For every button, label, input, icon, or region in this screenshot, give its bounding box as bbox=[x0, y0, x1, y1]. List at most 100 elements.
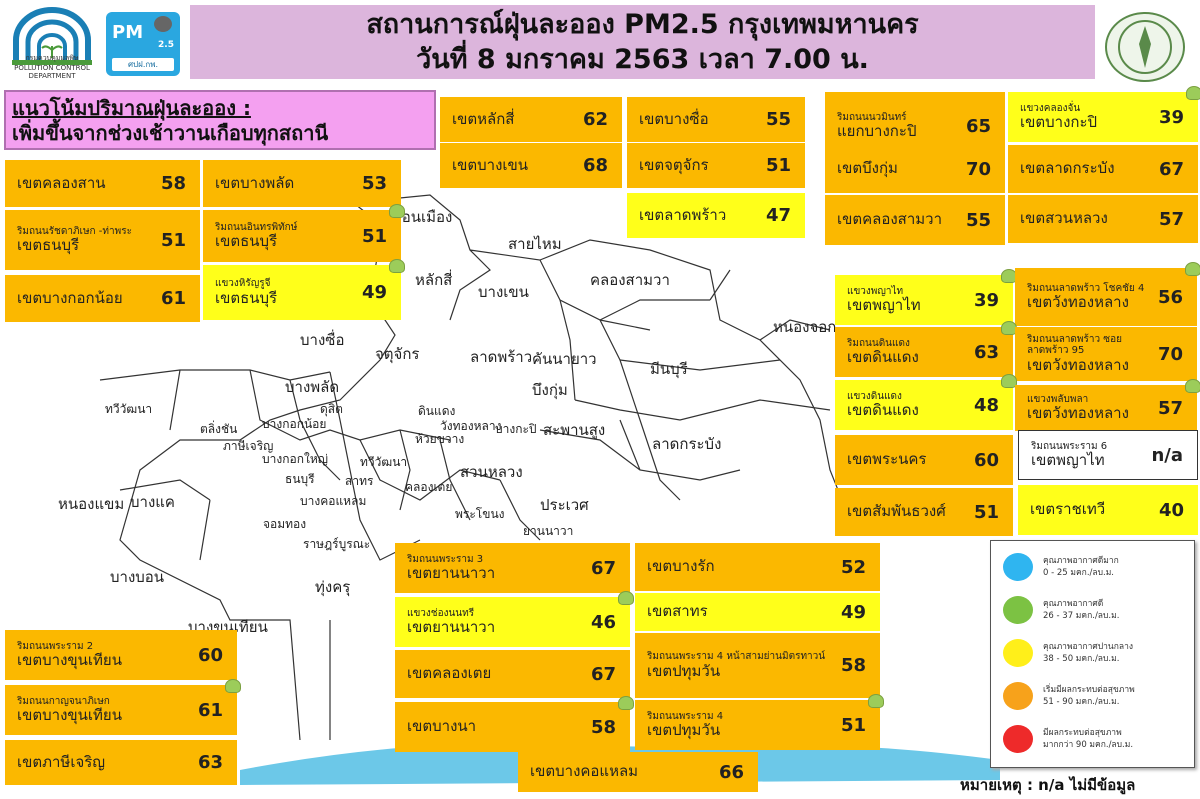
district-label: บางเขน bbox=[478, 283, 529, 301]
station-box: ริมถนนพระราม 4 เขตปทุมวัน 51 bbox=[635, 694, 884, 750]
station-label: ริมถนนรัชดาภิเษก -ท่าพระ เขตธนบุรี bbox=[17, 226, 132, 255]
station-label: เขตบึงกุ่ม bbox=[837, 160, 898, 178]
station-district: เขตธนบุรี bbox=[215, 232, 278, 251]
station-label: เขตหลักสี่ bbox=[452, 110, 514, 128]
pm25-value: 47 bbox=[765, 205, 791, 226]
station-box: ริมถนนกาญจนาภิเษก เขตบางขุนเทียน 61 bbox=[5, 679, 241, 735]
district-label: บางบอน bbox=[110, 568, 165, 586]
station-label: แขวงดินแดง เขตดินแดง bbox=[847, 391, 919, 420]
station-label: เขตบางคอแหลม bbox=[530, 763, 638, 781]
note: หมายเหตุ : n/a ไม่มีข้อมูล bbox=[960, 776, 1136, 794]
pm25-value: 40 bbox=[1158, 499, 1184, 521]
station-district: เขตคลองสาน bbox=[17, 173, 106, 192]
station-box: เขตสวนหลวง 57 bbox=[1008, 195, 1198, 243]
pm25-value: 65 bbox=[965, 115, 991, 137]
station-box: แขวงหิรัญรูจี เขตธนบุรี 49 bbox=[203, 259, 405, 320]
bma-seal-logo bbox=[1105, 12, 1185, 82]
district-label: ยานนาวา bbox=[523, 524, 574, 538]
station-box: แขวงพลับพลา เขตวังทองหลาง 57 bbox=[1015, 379, 1200, 431]
district-label: ดอนเมือง bbox=[392, 208, 453, 226]
station-district: เขตดินแดง bbox=[847, 348, 919, 367]
district-label: บางกอกน้อย bbox=[262, 417, 327, 431]
color-swatch-icon bbox=[1003, 682, 1033, 710]
station-location: ริมถนนลาดพร้าว ซอยลาดพร้าว 95 bbox=[1027, 333, 1122, 357]
station-label: เขตบางพลัด bbox=[215, 174, 294, 192]
color-swatch-icon bbox=[1003, 725, 1033, 753]
legend-item: คุณภาพอากาศดี 26 - 37 มคก./ลบ.ม. bbox=[1003, 596, 1119, 624]
station-box: เขตบางรัก 52 bbox=[635, 543, 880, 591]
station-district: เขตธนบุรี bbox=[17, 236, 80, 255]
station-district: เขตบางเขน bbox=[452, 155, 529, 174]
district-label: สวนหลวง bbox=[460, 463, 523, 481]
legend-range: 26 - 37 มคก./ลบ.ม. bbox=[1043, 611, 1120, 621]
pm25-value: 48 bbox=[973, 394, 999, 416]
station-box: เขตบึงกุ่ม 70 bbox=[825, 145, 1005, 193]
station-box: ริมถนนดินแดง เขตดินแดง 63 bbox=[835, 321, 1017, 377]
station-district: เขตพระนคร bbox=[847, 450, 927, 469]
pm25-value: 70 bbox=[965, 158, 991, 180]
pcd-logo: กรมควบคุมมลพิษ POLLUTION CONTROL DEPARTM… bbox=[8, 6, 96, 80]
station-label: เขตสวนหลวง bbox=[1020, 209, 1108, 228]
sensor-dot-icon bbox=[1001, 374, 1017, 388]
station-box: ริมถนนรัชดาภิเษก -ท่าพระ เขตธนบุรี 51 bbox=[5, 210, 200, 270]
color-swatch-icon bbox=[1003, 639, 1033, 667]
pm25-value: 58 bbox=[160, 173, 186, 194]
station-label: เขตคลองสาน bbox=[17, 173, 106, 192]
pm25-value: 56 bbox=[1157, 286, 1183, 308]
sensor-dot-icon bbox=[389, 259, 405, 273]
legend-label: เริ่มมีผลกระทบต่อสุขภาพ bbox=[1043, 685, 1135, 695]
station-label: เขตสัมพันธวงศ์ bbox=[847, 502, 946, 521]
pm25-value: 58 bbox=[590, 716, 616, 738]
station-label: ริมถนนพระราม 4 เขตปทุมวัน bbox=[647, 711, 723, 740]
station-box: เขตคลองสาน 58 bbox=[5, 160, 200, 207]
pm25-value: 70 bbox=[1157, 343, 1183, 365]
district-label: ทุ่งครุ bbox=[315, 578, 351, 596]
trend-panel: แนวโน้มปริมาณฝุ่นละออง : เพิ่มขึ้นจากช่ว… bbox=[4, 90, 436, 150]
district-label: คันนายาว bbox=[532, 350, 597, 368]
station-label: ริมถนนดินแดง เขตดินแดง bbox=[847, 338, 919, 367]
station-label: ริมถนนลาดพร้าว ซอยลาดพร้าว 95 เขตวังทองหล… bbox=[1027, 334, 1158, 374]
district-boundaries bbox=[99, 194, 851, 741]
station-district: เขตบางกะปิ bbox=[1020, 113, 1098, 132]
color-swatch-icon bbox=[1003, 596, 1033, 624]
station-label: แขวงคลองจั่น เขตบางกะปิ bbox=[1020, 103, 1097, 132]
district-label: บางแค bbox=[130, 493, 175, 511]
station-box: แขวงพญาไท เขตพญาไท 39 bbox=[835, 269, 1017, 325]
district-label: หนองจอก bbox=[773, 318, 837, 336]
sensor-dot-icon bbox=[225, 679, 241, 693]
pm25-value: 67 bbox=[590, 663, 616, 685]
station-location: ริมถนนลาดพร้าว โชคชัย 4 bbox=[1027, 282, 1145, 294]
station-box: ริมถนนลาดพร้าว โชคชัย 4 เขตวังทองหลาง 56 bbox=[1015, 262, 1200, 326]
station-label: ริมถนนพระราม 6 เขตพญาไท bbox=[1031, 441, 1107, 470]
pm25-value: 49 bbox=[361, 282, 387, 303]
district-label: ดุสิต bbox=[320, 402, 343, 416]
pm25-logo: PM 2.5 ศปฝ.กพ. bbox=[106, 12, 180, 76]
pm25-value: 66 bbox=[718, 761, 744, 783]
pm25-value: 60 bbox=[197, 644, 223, 666]
station-district: เขตสัมพันธวงศ์ bbox=[847, 502, 946, 521]
pm25-value: 63 bbox=[197, 752, 223, 773]
station-district: เขตปทุมวัน bbox=[647, 661, 721, 680]
pm25-value: 52 bbox=[840, 556, 866, 578]
station-district: เขตบางกอกน้อย bbox=[17, 288, 123, 307]
pm25-value: 60 bbox=[973, 449, 999, 471]
legend-item: มีผลกระทบต่อสุขภาพ มากกว่า 90 มคก./ลบ.ม. bbox=[1003, 725, 1133, 753]
station-location: ริมถนนพระราม 2 bbox=[17, 640, 94, 652]
page-title: สถานการณ์ฝุ่นละออง PM2.5 กรุงเทพมหานคร ว… bbox=[190, 5, 1095, 79]
district-label: ห้วยขวาง bbox=[415, 432, 465, 446]
pm25-value: 39 bbox=[1158, 106, 1184, 128]
dust-particle-icon bbox=[154, 16, 172, 32]
station-box: เขตพระนคร 60 bbox=[835, 435, 1013, 485]
district-label: วังทองหลาง bbox=[440, 419, 502, 433]
legend-label: มีผลกระทบต่อสุขภาพ bbox=[1043, 728, 1122, 738]
legend-label: คุณภาพอากาศดีมาก bbox=[1043, 556, 1119, 566]
station-district: เขตพญาไท bbox=[847, 296, 921, 315]
station-box: ริมถนนพระราม 3 เขตยานนาวา 67 bbox=[395, 543, 630, 593]
station-district: เขตสวนหลวง bbox=[1020, 209, 1108, 228]
pm25-value: 57 bbox=[1158, 208, 1184, 230]
station-label: แขวงช่องนนทรี เขตยานนาวา bbox=[407, 608, 495, 637]
station-label: แขวงพญาไท เขตพญาไท bbox=[847, 286, 921, 315]
station-district: แยกบางกะปิ bbox=[837, 122, 917, 141]
legend-range: 51 - 90 มคก./ลบ.ม. bbox=[1043, 697, 1120, 707]
pm25-value: 67 bbox=[590, 557, 616, 579]
